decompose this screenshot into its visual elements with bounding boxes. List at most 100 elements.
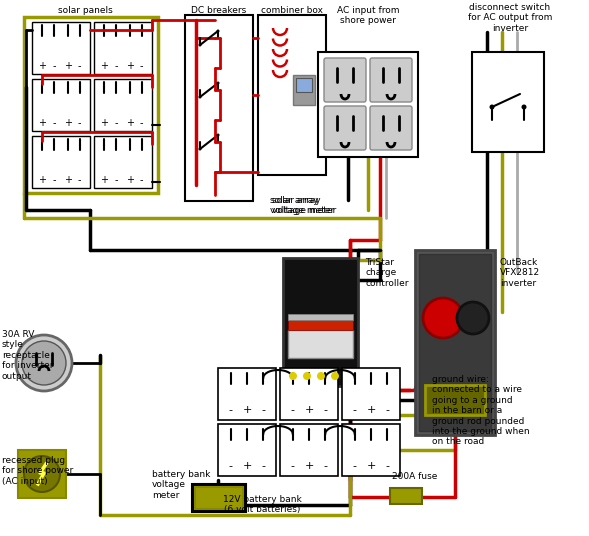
Text: -: - (262, 405, 265, 415)
Text: +: + (126, 118, 134, 128)
Text: +: + (64, 61, 72, 71)
Text: +: + (38, 61, 47, 71)
Text: -: - (140, 61, 143, 71)
Text: +: + (38, 118, 47, 128)
Circle shape (16, 335, 72, 391)
Text: -: - (291, 461, 294, 471)
Text: -: - (114, 175, 118, 185)
Text: recessed plug
for shore power
(AC input): recessed plug for shore power (AC input) (2, 456, 73, 486)
Text: -: - (78, 118, 81, 128)
Bar (288, 320, 353, 330)
Text: +: + (366, 461, 376, 471)
Text: +: + (305, 461, 314, 471)
Text: +: + (305, 405, 314, 415)
Text: OutBack
VFX2812
inverter: OutBack VFX2812 inverter (500, 258, 540, 288)
Bar (288, 330, 353, 358)
Text: +: + (242, 461, 252, 471)
Text: -: - (52, 61, 56, 71)
Bar (293, 75, 315, 105)
Bar (425, 385, 485, 415)
Text: battery bank
voltage
meter: battery bank voltage meter (152, 470, 210, 500)
Circle shape (303, 372, 311, 380)
Circle shape (423, 298, 463, 338)
Text: 30A RV
style
receptacle
for inverter
output: 30A RV style receptacle for inverter out… (2, 330, 54, 381)
Bar (472, 52, 544, 152)
Text: +: + (101, 61, 108, 71)
Text: +: + (64, 175, 72, 185)
Text: -: - (114, 61, 118, 71)
Text: solar array
voltage meter: solar array voltage meter (270, 196, 334, 215)
Circle shape (489, 105, 495, 109)
Circle shape (24, 456, 60, 492)
Bar (258, 15, 326, 175)
Bar (288, 314, 353, 320)
Text: +: + (101, 118, 108, 128)
Text: combiner box: combiner box (261, 6, 323, 15)
Text: disconnect switch
for AC output from
inverter: disconnect switch for AC output from inv… (468, 3, 552, 33)
Text: DC breakers: DC breakers (191, 6, 247, 15)
Text: -: - (385, 461, 389, 471)
Bar (32, 136, 90, 188)
Bar (280, 424, 338, 476)
Bar (94, 22, 152, 74)
Text: -: - (140, 175, 143, 185)
Text: -: - (323, 461, 327, 471)
Bar (280, 368, 338, 420)
Bar (318, 52, 418, 157)
Circle shape (217, 81, 220, 85)
Bar (419, 254, 491, 431)
Bar (24, 17, 158, 193)
Bar (94, 136, 152, 188)
Text: +: + (242, 405, 252, 415)
Bar (342, 368, 400, 420)
Bar (94, 79, 152, 131)
Bar (415, 250, 495, 435)
Circle shape (317, 372, 325, 380)
Text: +: + (126, 61, 134, 71)
Text: TriStar
charge
controller: TriStar charge controller (365, 258, 409, 288)
Text: 12V battery bank
(6 volt batteries): 12V battery bank (6 volt batteries) (223, 495, 302, 515)
Bar (218, 424, 276, 476)
Text: -: - (385, 405, 389, 415)
Bar (342, 424, 400, 476)
Bar (32, 79, 90, 131)
Text: 200A fuse: 200A fuse (392, 472, 438, 481)
Bar (18, 450, 66, 498)
Text: -: - (140, 118, 143, 128)
Text: -: - (353, 405, 357, 415)
FancyBboxPatch shape (370, 106, 412, 150)
Circle shape (198, 43, 201, 47)
Circle shape (217, 133, 220, 137)
Bar (195, 487, 243, 509)
Text: -: - (52, 175, 56, 185)
FancyBboxPatch shape (370, 58, 412, 102)
Text: +: + (38, 175, 47, 185)
Text: -: - (229, 461, 233, 471)
Text: +: + (101, 175, 108, 185)
Circle shape (521, 105, 527, 109)
Circle shape (289, 372, 297, 380)
Circle shape (198, 147, 201, 151)
Text: +: + (64, 118, 72, 128)
Text: +: + (366, 405, 376, 415)
Bar (283, 258, 358, 386)
Text: -: - (291, 405, 294, 415)
Text: solar array
voltage meter: solar array voltage meter (272, 196, 336, 215)
Text: -: - (323, 405, 327, 415)
Text: -: - (78, 175, 81, 185)
Text: -: - (78, 61, 81, 71)
Circle shape (217, 29, 220, 33)
Text: AC input from
shore power: AC input from shore power (337, 6, 399, 25)
Bar (218, 368, 276, 420)
Circle shape (198, 95, 201, 99)
Text: -: - (353, 461, 357, 471)
Bar (296, 78, 312, 92)
FancyBboxPatch shape (324, 58, 366, 102)
Bar (185, 15, 253, 201)
Circle shape (331, 372, 339, 380)
Circle shape (22, 341, 66, 385)
Text: solar panels: solar panels (58, 6, 112, 15)
Text: -: - (229, 405, 233, 415)
Bar (32, 22, 90, 74)
Text: ground wire:
connected to a wire
going to a ground
in the barn or a
ground rod p: ground wire: connected to a wire going t… (432, 375, 530, 446)
